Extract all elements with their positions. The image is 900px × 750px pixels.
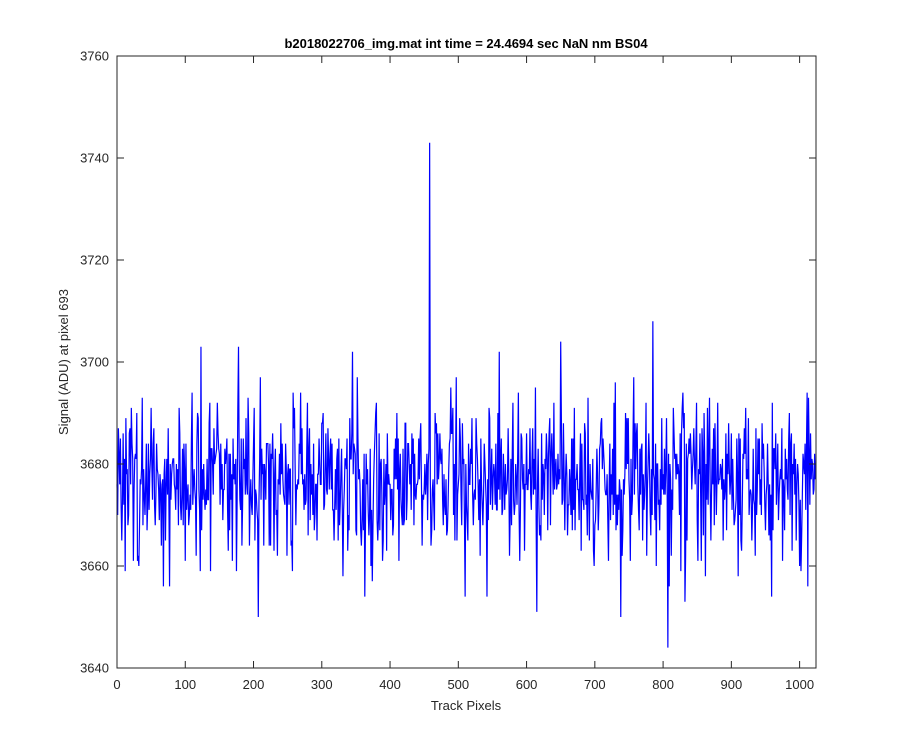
y-axis-label: Signal (ADU) at pixel 693: [56, 289, 71, 435]
y-tick-label: 3640: [80, 661, 109, 676]
x-tick-label: 1000: [785, 677, 814, 692]
x-tick-label: 0: [113, 677, 120, 692]
x-axis-label: Track Pixels: [431, 698, 502, 713]
x-tick-label: 700: [584, 677, 606, 692]
series-line: [116, 142, 816, 648]
chart-title: b2018022706_img.mat int time = 24.4694 s…: [284, 36, 648, 51]
x-tick-label: 500: [447, 677, 469, 692]
x-tick-label: 900: [721, 677, 743, 692]
x-tick-label: 600: [516, 677, 538, 692]
y-tick-label: 3740: [80, 151, 109, 166]
x-tick-label: 800: [652, 677, 674, 692]
x-tick-label: 300: [311, 677, 333, 692]
x-tick-label: 400: [379, 677, 401, 692]
plot-area: [117, 56, 816, 668]
y-tick-label: 3760: [80, 49, 109, 64]
y-tick-label: 3700: [80, 355, 109, 370]
series-layer: [116, 142, 816, 648]
y-tick-label: 3660: [80, 559, 109, 574]
x-tick-label: 200: [243, 677, 265, 692]
x-tick-label: 100: [174, 677, 196, 692]
y-tick-label: 3680: [80, 457, 109, 472]
x-axis-ticks: 0 100 200 300 400 500 600 700 800 900 1000: [113, 56, 814, 692]
y-axis-ticks: 3640 3660 3680 3700 3720 3740 3760: [80, 49, 816, 676]
y-tick-label: 3720: [80, 253, 109, 268]
